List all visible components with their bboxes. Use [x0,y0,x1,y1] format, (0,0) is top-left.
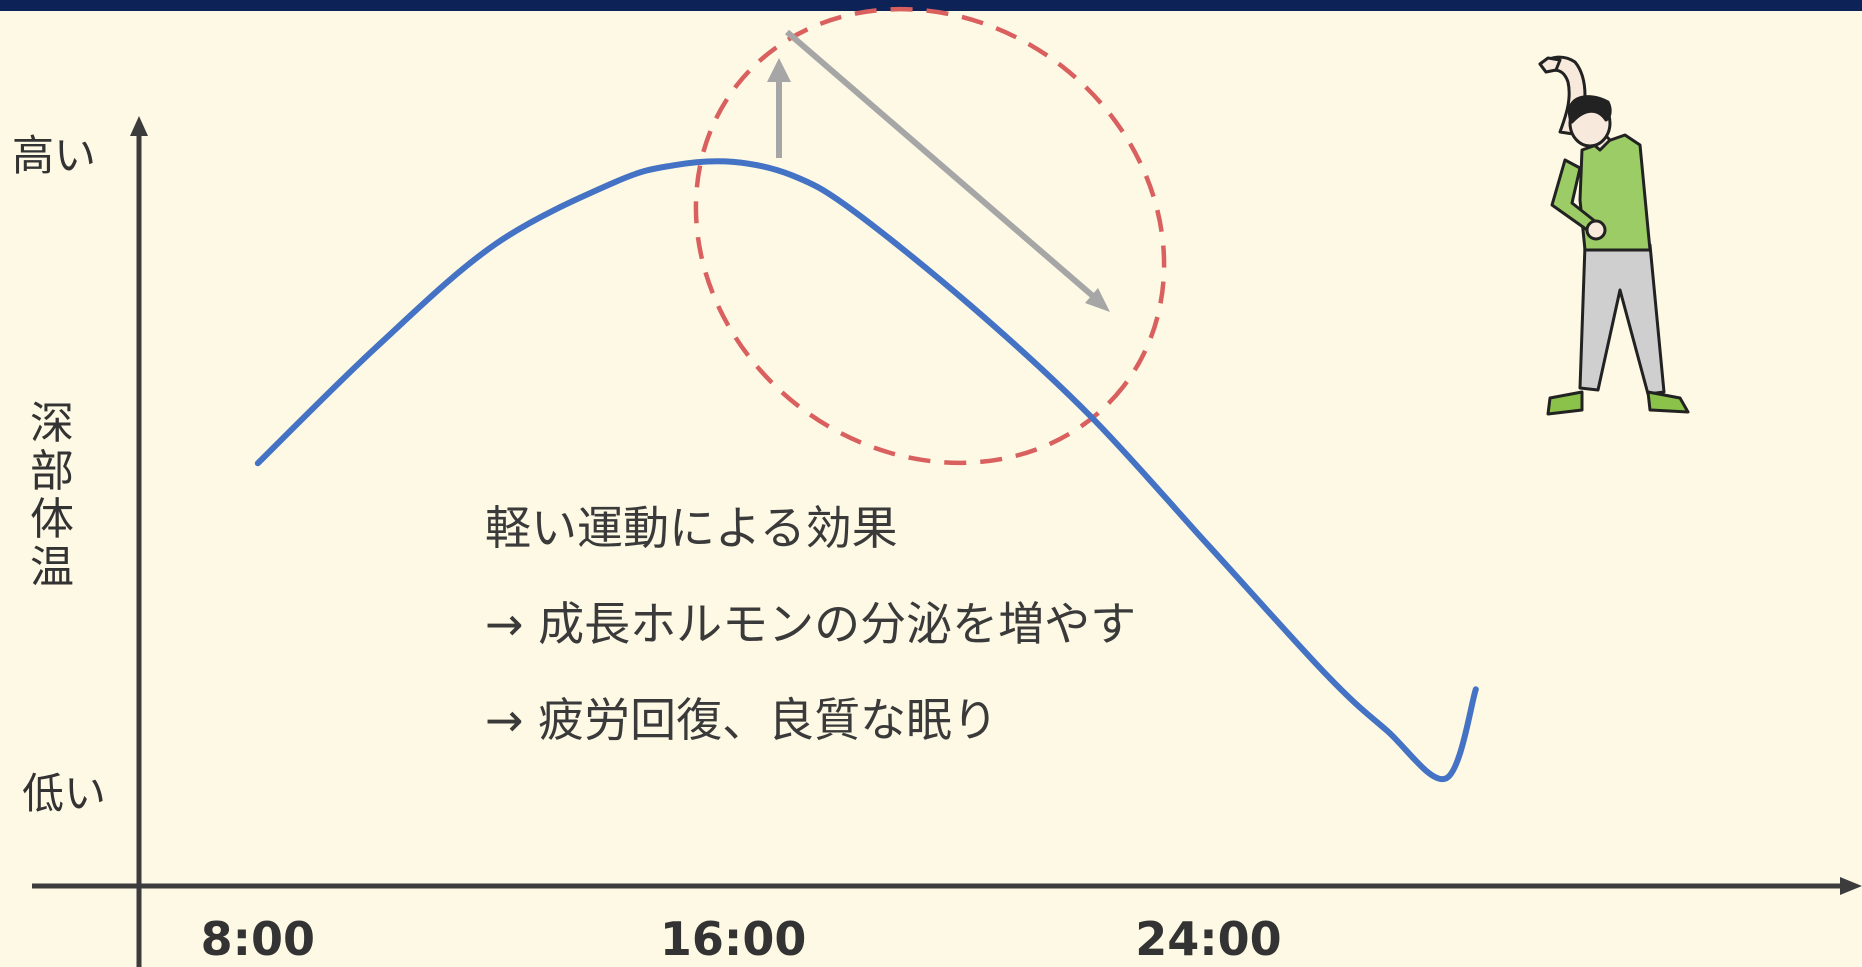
y-axis-label-char: 温 [30,542,74,593]
y-tick-low: 低い [22,769,106,818]
x-axis-arrowhead [1840,877,1862,895]
x-tick-label-2: 24:00 [1135,912,1281,966]
y-tick-high: 高い [12,131,96,180]
x-tick-label-1: 16:00 [660,912,806,966]
top-bar [0,0,1862,11]
annotation-line-3: → 疲労回復、良質な眠り [485,693,999,747]
rise-arrow-head [767,58,791,82]
y-axis-label-char: 部 [30,446,74,497]
stretching-person-illustration [1538,55,1690,416]
highlight-ellipse [693,6,1167,466]
y-axis-label-char: 体 [30,494,74,545]
fall-arrow-shaft [785,29,1096,300]
annotation-line-1: 軽い運動による効果 [485,501,898,555]
annotation-line-2: → 成長ホルモンの分泌を増やす [485,597,1137,651]
y-axis-arrowhead [130,116,148,136]
series-line-body-temperature [254,158,1479,783]
x-tick-label-0: 8:00 [201,912,315,966]
fall-arrow-head [1085,288,1110,312]
y-axis-label-char: 深 [30,398,74,449]
